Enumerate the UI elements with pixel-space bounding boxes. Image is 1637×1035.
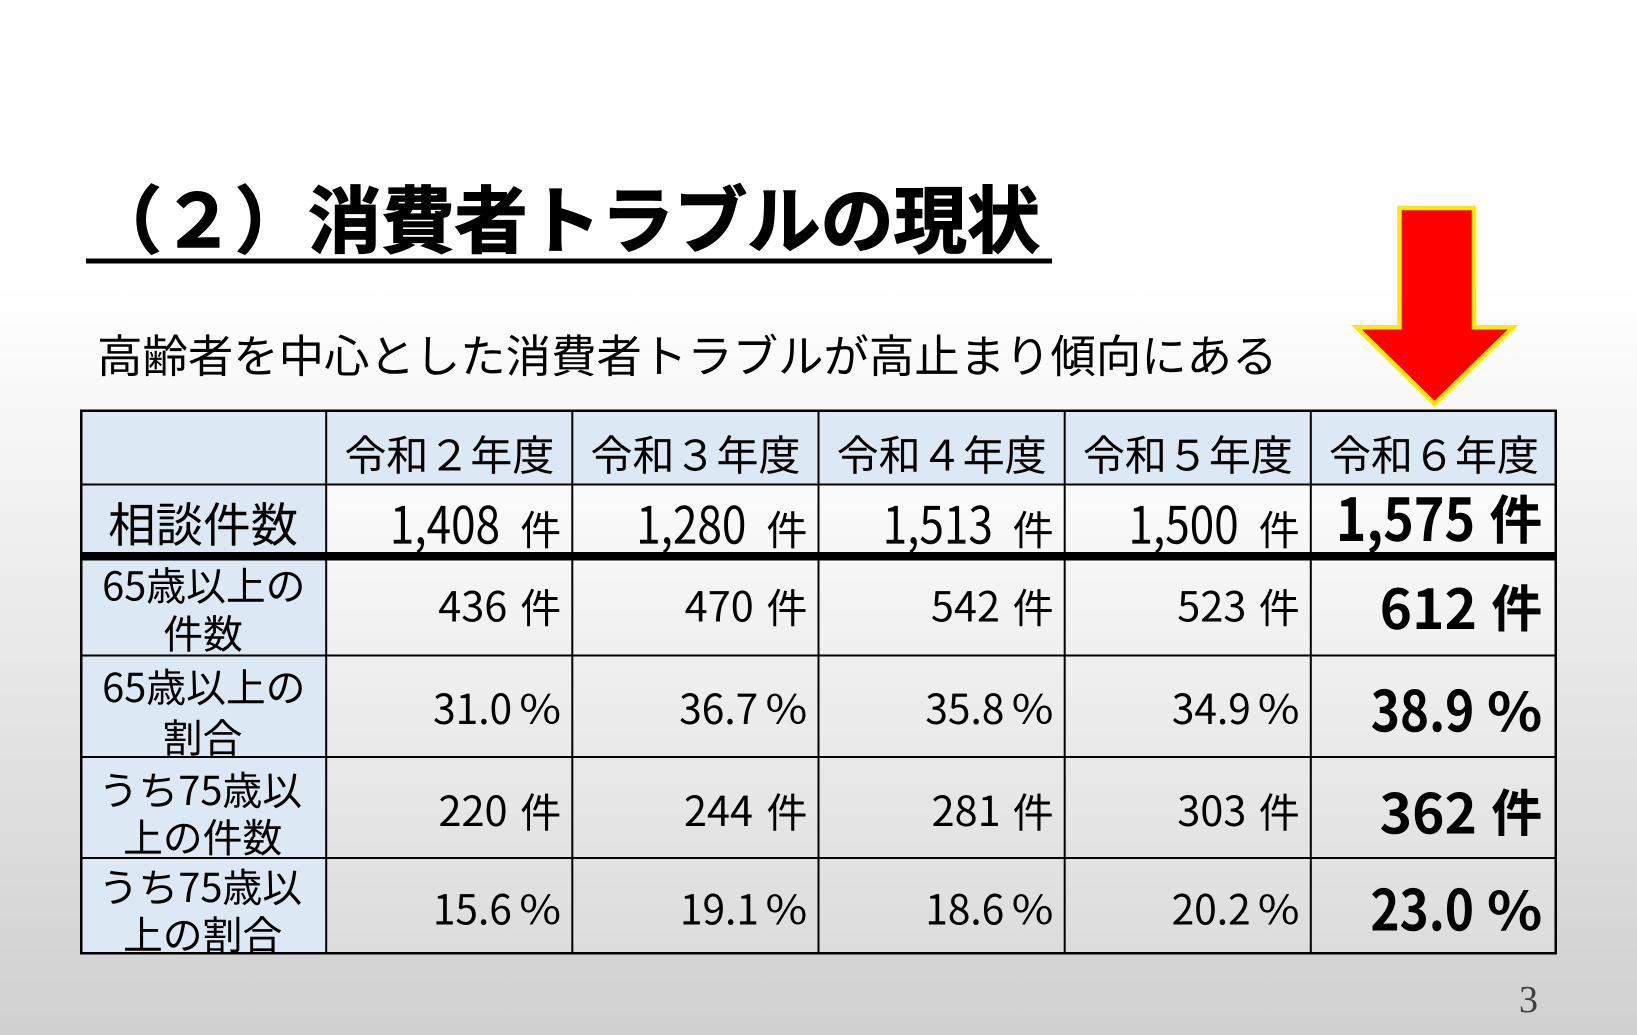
svg-text:3: 3 — [1519, 979, 1538, 1021]
